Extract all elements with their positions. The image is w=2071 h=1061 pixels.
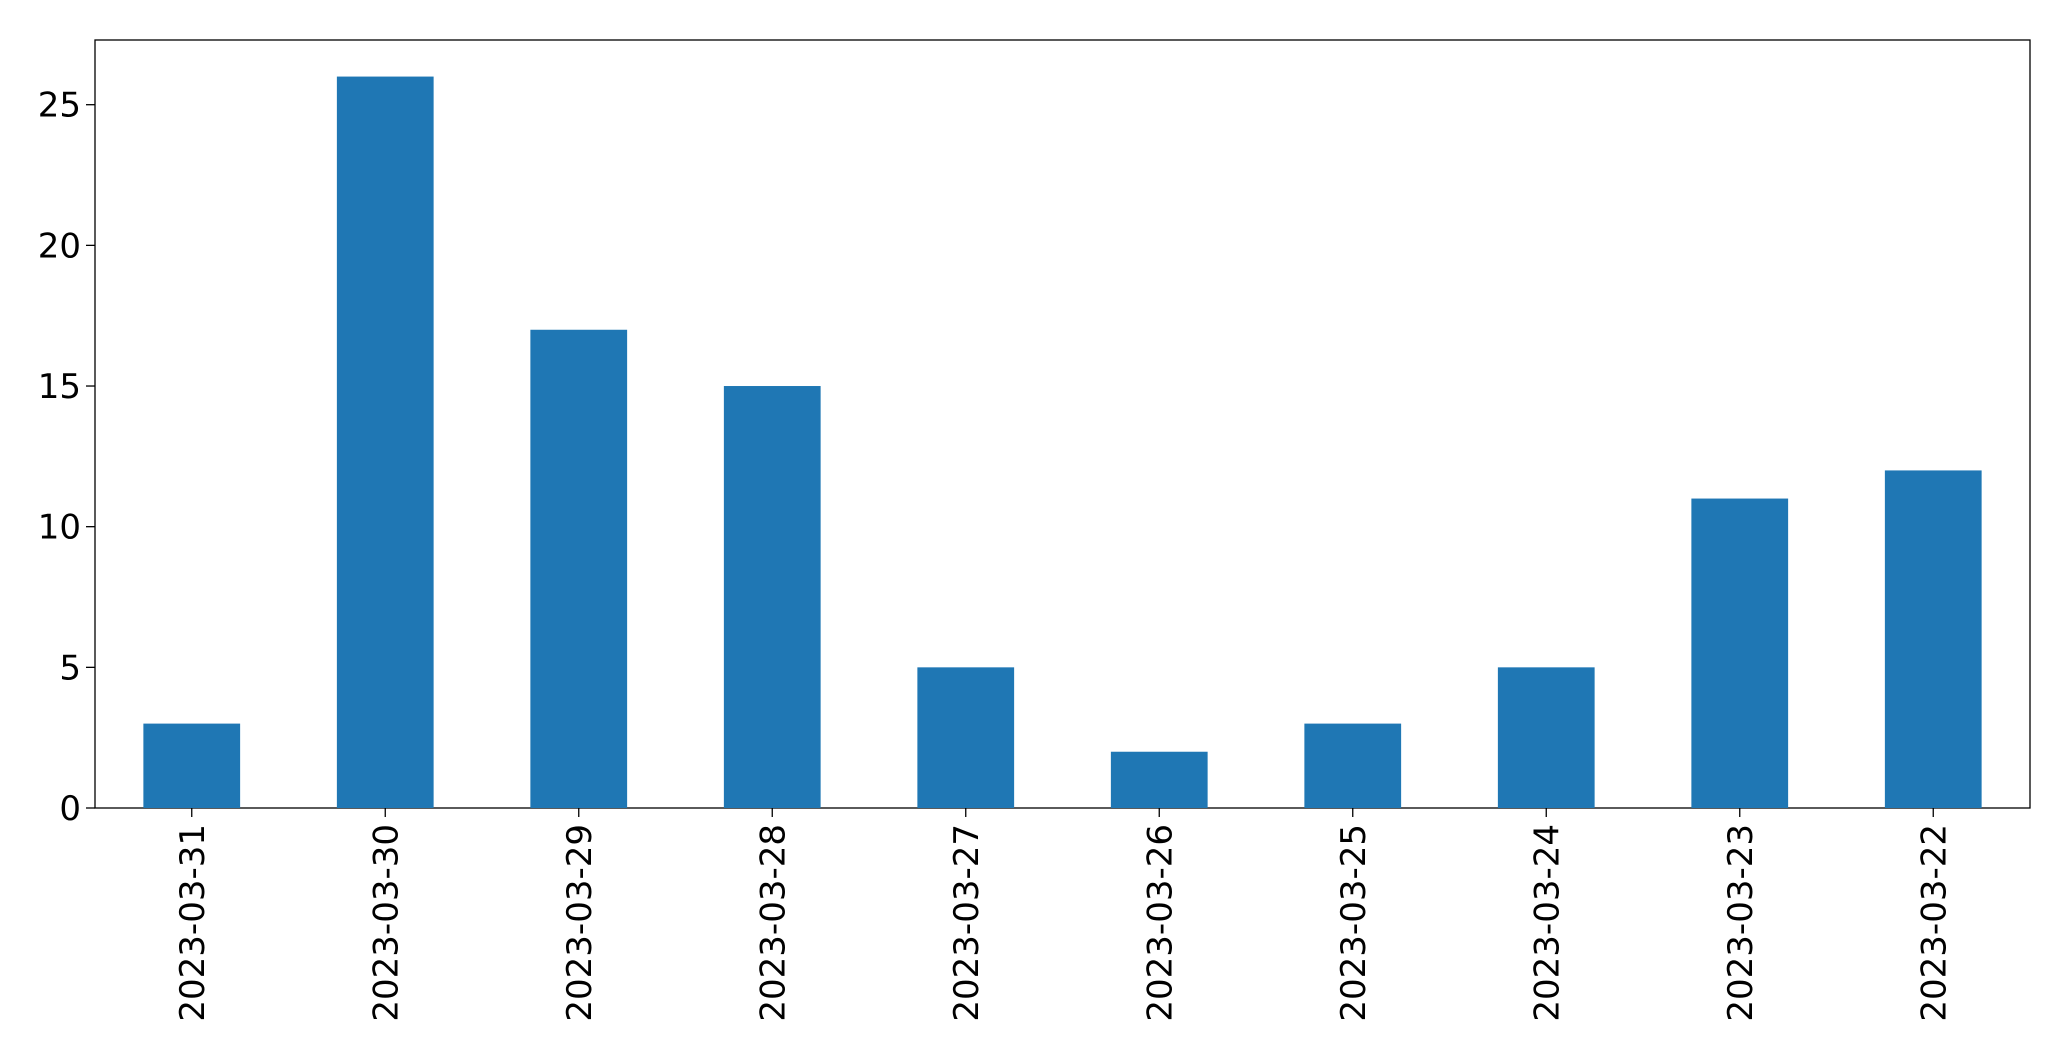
bar	[1884, 470, 1982, 808]
x-tick-label: 2023-03-29	[560, 824, 600, 1022]
y-tick-label: 0	[59, 789, 81, 829]
y-tick-label: 5	[59, 648, 81, 688]
x-tick-label: 2023-03-23	[1721, 824, 1761, 1022]
bar	[917, 667, 1015, 808]
x-tick-label: 2023-03-22	[1914, 824, 1954, 1022]
bar	[1691, 498, 1789, 808]
y-tick-label: 10	[38, 508, 81, 548]
x-tick-label: 2023-03-28	[753, 824, 793, 1022]
bar	[143, 723, 241, 808]
bar	[336, 76, 434, 809]
bar	[1304, 723, 1402, 808]
x-tick-label: 2023-03-24	[1527, 824, 1567, 1022]
x-tick-label: 2023-03-26	[1140, 824, 1180, 1022]
bar	[530, 329, 628, 808]
bar	[1497, 667, 1595, 808]
x-tick-label: 2023-03-27	[947, 824, 987, 1022]
x-tick-label: 2023-03-30	[366, 824, 406, 1022]
y-tick-label: 15	[38, 367, 81, 407]
y-tick-label: 20	[38, 226, 81, 266]
x-tick-label: 2023-03-25	[1334, 824, 1374, 1022]
x-tick-label: 2023-03-31	[173, 824, 213, 1022]
y-tick-label: 25	[38, 86, 81, 126]
plot-frame	[94, 39, 2031, 809]
bar	[1110, 751, 1208, 808]
bar	[723, 386, 821, 808]
